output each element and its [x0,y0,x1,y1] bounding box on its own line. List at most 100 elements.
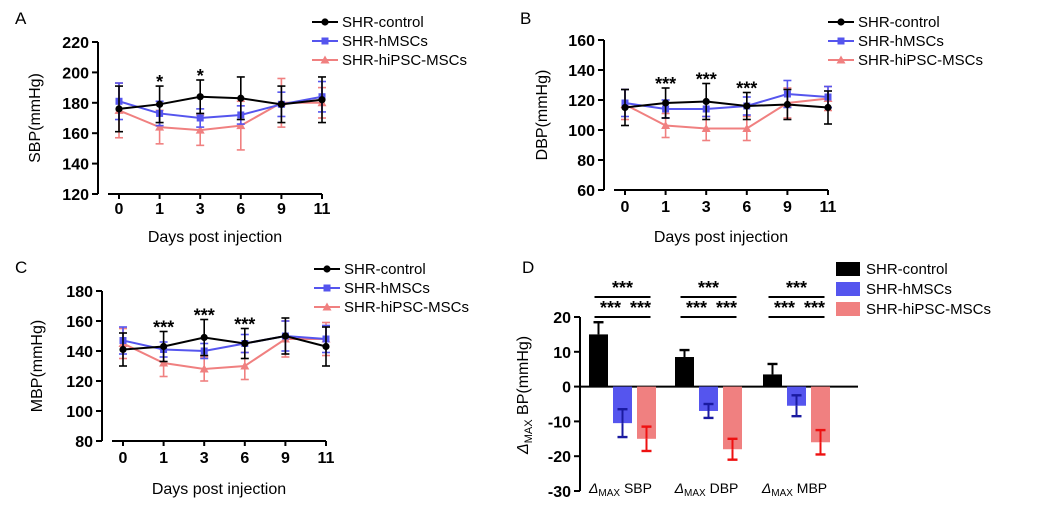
x-tick-label: 11 [318,450,335,467]
significance-marker: *** [153,318,174,338]
category-label: ΔMAX MBP [761,480,827,499]
legend-label: SHR-control [858,14,940,31]
y-axis-label-rest: BP(mmHg) [515,336,532,420]
series-line [118,95,323,110]
significance-marker: * [197,66,204,86]
data-point [742,124,752,132]
legend-label: SHR-hiPSC-MSCs [858,52,983,69]
legend-marker [320,55,330,64]
legend-swatch [836,302,860,316]
category-label-symbol: Δ [761,480,771,496]
legend-label: SHR-control [866,261,948,278]
data-point [701,124,711,132]
x-tick-label: 6 [742,199,751,216]
panel-letter: C [15,258,27,277]
x-tick-label: 9 [783,199,792,216]
significance-marker: *** [716,298,737,318]
significance-marker: *** [774,298,795,318]
x-tick-label: 11 [820,199,837,216]
category-label-rest: DBP [706,480,739,496]
y-tick-label: 120 [62,187,89,204]
significance-marker: * [156,72,163,92]
x-tick-label: 6 [240,450,249,467]
significance-marker: *** [194,306,215,326]
y-tick-label: -30 [548,484,571,501]
data-point [662,99,670,107]
legend-label: SHR-control [342,14,424,31]
legend: SHR-control SHR-hMSCs SHR-hiPSC-MSCs [828,14,983,69]
bar-group: ****** ***ΔMAX SBP [588,278,656,499]
data-point [824,103,832,112]
x-tick-label: 1 [155,201,164,218]
data-point [196,93,204,101]
y-tick-label: 200 [62,65,89,82]
y-tick-label: 140 [66,344,93,361]
legend-marker [323,284,331,292]
panel-letter: A [15,9,27,28]
data-point [237,94,245,102]
legend-label: SHR-hMSCs [858,33,944,50]
data-point [200,333,208,342]
series-line [624,92,829,110]
x-axis-label: Days post injection [152,481,286,498]
series-shr-hipsc-mscs [114,77,327,151]
y-tick-label: 100 [66,404,93,421]
data-point [661,121,671,129]
significance-marker: *** [698,278,719,298]
legend-swatch [836,282,860,296]
legend-label: SHR-hiPSC-MSCs [866,301,991,318]
panel-c: C 80 100 120 140 160 180 0 1 3 6 9 11 MBP(mmHg) Days p… [15,258,469,498]
data-point [783,100,792,109]
data-point [322,342,330,351]
y-tick-label: 100 [568,123,595,140]
data-point [241,339,249,348]
y-tick-label: 160 [66,314,93,331]
category-label-rest: MBP [793,480,827,496]
y-tick-label: 80 [75,434,93,451]
x-tick-label: 1 [661,199,670,216]
bar-group: ****** ***ΔMAX MBP [761,278,830,499]
x-tick-label: 11 [314,201,331,218]
significance-marker: *** [736,79,757,99]
legend-marker [836,55,846,64]
y-tick-label: 60 [577,183,595,200]
y-tick-label: 10 [553,345,571,362]
series-shr-hipsc-mscs [118,320,331,382]
y-tick-label: 160 [568,33,595,50]
significance-marker: *** [804,298,825,318]
data-point [277,100,285,108]
category-label-rest: SBP [620,480,652,496]
significance-marker: *** [600,298,621,318]
category-label-sub: MAX [684,488,706,499]
bar-group: ****** ***ΔMAX DBP [674,278,742,499]
data-point [119,345,127,354]
y-axis-label: ΔMAX BP(mmHg) [515,336,535,455]
bar [675,357,694,387]
data-point [199,364,209,373]
y-tick-label: 180 [66,284,93,301]
series-line [118,95,323,120]
legend: SHR-control SHR-hMSCs SHR-hiPSC-MSCs [312,14,467,69]
y-axis-label: SBP(mmHg) [27,73,44,163]
data-point [702,97,710,106]
data-point [160,342,168,351]
y-axis-label: MBP(mmHg) [29,320,46,412]
legend-label: SHR-hiPSC-MSCs [342,52,467,69]
significance-marker: *** [786,278,807,298]
y-tick-label: -10 [548,414,571,431]
significance-marker: *** [234,315,255,335]
x-tick-label: 0 [621,199,630,216]
category-label-sub: MAX [771,488,793,499]
significance-marker: *** [630,298,651,318]
bar [811,386,830,443]
bar [723,386,742,450]
y-tick-label: 180 [62,96,89,113]
legend-marker [321,37,329,45]
x-tick-label: 3 [702,199,711,216]
series-shr-hmscs [115,80,326,128]
legend-swatch [836,262,860,276]
legend-marker [837,18,845,26]
x-tick-label: 9 [281,450,290,467]
x-tick-label: 3 [200,450,209,467]
